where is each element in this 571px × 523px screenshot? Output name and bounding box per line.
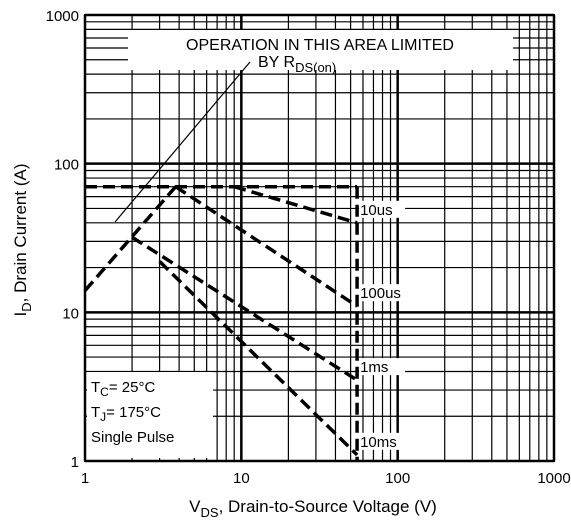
leader-line	[114, 61, 251, 223]
y-axis-label: ID, Drain Current (A)	[11, 164, 34, 317]
sweep-line	[174, 185, 359, 308]
condition-text: Single Pulse	[91, 429, 174, 446]
x-tick-label: 1	[81, 470, 89, 487]
condition: Single Pulse	[91, 429, 174, 446]
x-axis-label-main: V	[189, 497, 201, 516]
x-tick-label: 100	[385, 470, 410, 487]
condition-sub: C	[100, 385, 109, 399]
label-bg	[359, 284, 406, 302]
sweep-line	[131, 235, 359, 382]
conditions-bg	[87, 372, 213, 458]
y-axis-label-rest: , Drain Current (A)	[11, 164, 30, 303]
x-axis-label-rest: , Drain-to-Source Voltage (V)	[219, 497, 437, 516]
label-bg	[359, 200, 406, 218]
y-tick-label: 1	[71, 454, 79, 471]
annotation: BY RDS(on)	[258, 54, 336, 75]
sweep-line	[233, 185, 358, 225]
condition: TJ= 175°C	[91, 404, 161, 424]
series-label: 1ms	[360, 359, 388, 376]
series-label: 10us	[360, 202, 393, 219]
y-tick-label: 10	[62, 305, 79, 322]
y-axis-label-main: I	[11, 312, 30, 317]
y-axis-label-sub: D	[19, 302, 34, 311]
x-axis-label-sub: DS	[201, 505, 219, 520]
series-label: 100us	[360, 285, 401, 302]
y-tick-label: 100	[54, 157, 79, 174]
sweep-line	[158, 260, 359, 457]
x-axis-label: VDS, Drain-to-Source Voltage (V)	[189, 497, 437, 520]
annotation: OPERATION IN THIS AREA LIMITED	[186, 37, 454, 54]
condition-text: = 175°C	[106, 404, 161, 421]
x-tick-label: 1000	[537, 470, 570, 487]
label-bg	[359, 432, 406, 450]
condition-text: = 25°C	[109, 379, 156, 396]
label-bg	[359, 358, 406, 376]
condition-text: T	[91, 404, 100, 421]
x-tick-label: 10	[233, 470, 250, 487]
series-label: 10ms	[360, 434, 397, 451]
y-tick-label: 1000	[46, 8, 79, 25]
plot-frame	[84, 14, 555, 462]
annotation-sub: DS(on)	[295, 60, 336, 75]
condition: TC= 25°C	[91, 379, 155, 399]
condition-text: T	[91, 379, 100, 396]
sweep-line	[83, 185, 177, 292]
condition-sub: J	[100, 410, 106, 424]
annotation-bg	[128, 30, 513, 70]
annotation-text: BY R	[258, 54, 295, 71]
